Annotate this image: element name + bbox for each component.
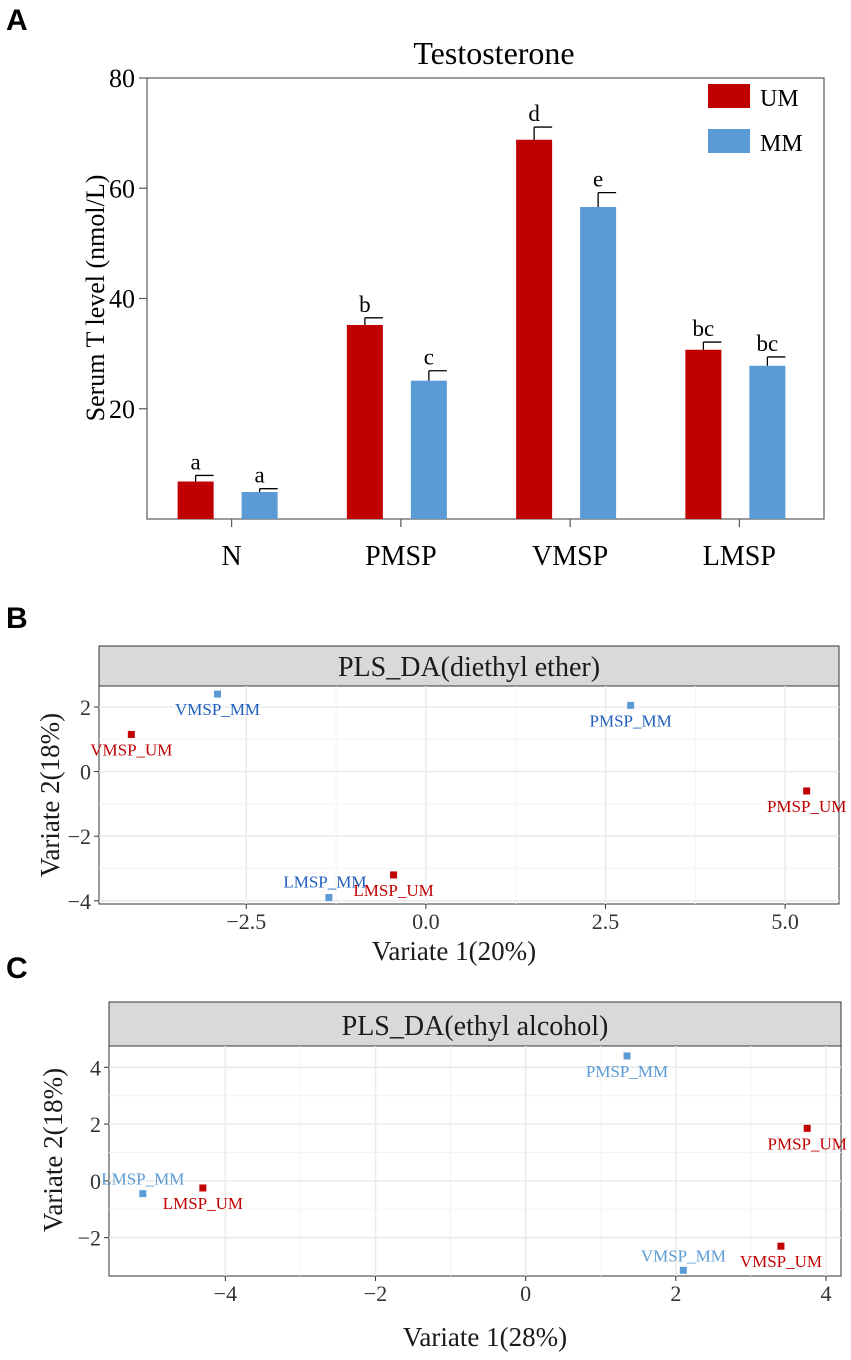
legend-label-mm: MM (760, 131, 803, 157)
point-label: LMSP_UM (163, 1194, 243, 1213)
scatter-plsda-ethyl-alcohol: PLS_DA(ethyl alcohol) −4 −2 0 2 4 −2 0 2 4 PMSP_… (38, 1001, 847, 1352)
scatter-plsda-diethyl-ether: PLS_DA(diethyl ether) −2.5 0.0 2.5 5.0 −4 −2 0… (35, 645, 846, 966)
point-label: VMSP_MM (175, 700, 260, 719)
x-tick-label: 0 (520, 1281, 531, 1306)
y-axis-label: Variate 2(18%) (35, 713, 65, 877)
panel-letter-c: C (6, 952, 28, 985)
point-label: PMSP_UM (767, 797, 846, 816)
y-tick-label: 0 (80, 760, 91, 785)
facet-title: PLS_DA(diethyl ether) (338, 652, 600, 683)
y-tick-label: 40 (109, 285, 135, 314)
significance-label: a (255, 463, 265, 488)
facet-strip (108, 1001, 842, 1047)
chart-title: Testosterone (413, 35, 574, 71)
x-axis-label: Variate 1(20%) (372, 936, 536, 966)
x-tick-label: 5.0 (771, 909, 799, 934)
y-tick-label: −4 (68, 889, 91, 914)
data-point-lmsp-um (390, 871, 398, 879)
x-tick-label: 2.5 (592, 909, 620, 934)
bar-um (516, 139, 553, 520)
significance-label: bc (693, 316, 715, 341)
data-point-vmsp-mm (679, 1266, 687, 1274)
legend-swatch-um (708, 84, 750, 108)
bar-um (346, 324, 383, 519)
facet-strip (98, 645, 840, 687)
data-point-lmsp-mm (139, 1190, 147, 1198)
y-tick-label: 4 (90, 1055, 101, 1080)
point-label: LMSP_UM (353, 881, 433, 900)
data-point-pmsp-mm (623, 1052, 631, 1060)
point-label: VMSP_UM (90, 740, 172, 759)
bar-um (685, 349, 722, 519)
x-axis-label: Variate 1(28%) (403, 1322, 567, 1352)
bar-mm (749, 365, 786, 519)
significance-label: a (191, 449, 201, 474)
x-category-label: LMSP (703, 541, 776, 572)
bar-mm (410, 380, 447, 519)
y-tick-label: 2 (80, 695, 91, 720)
y-axis-label: Variate 2(18%) (38, 1068, 68, 1232)
panel-letter-a: A (6, 4, 28, 37)
significance-label: bc (757, 331, 779, 356)
data-point-lmsp-mm (325, 894, 333, 902)
x-tick-label: −4 (214, 1281, 237, 1306)
y-tick-label: 2 (90, 1112, 101, 1137)
data-point-vmsp-um (777, 1242, 785, 1250)
significance-label: d (528, 101, 540, 126)
x-tick-label: 4 (820, 1281, 831, 1306)
x-category-label: N (222, 541, 242, 572)
legend-swatch-mm (708, 129, 750, 153)
point-label: PMSP_UM (768, 1134, 847, 1153)
x-tick-label: −2.5 (226, 909, 266, 934)
bar-mm (241, 491, 278, 519)
point-label: LMSP_MM (101, 1170, 184, 1189)
data-point-vmsp-um (127, 730, 135, 738)
significance-label: b (359, 292, 371, 317)
bar-um (177, 481, 214, 519)
point-label: PMSP_MM (586, 1062, 668, 1081)
legend: UM MM (708, 84, 803, 157)
y-tick-label: 80 (109, 64, 135, 93)
panel-letter-b: B (6, 602, 28, 635)
significance-label: c (424, 345, 434, 370)
legend-label-um: UM (760, 86, 799, 112)
x-category-label: PMSP (365, 541, 437, 572)
data-point-pmsp-mm (627, 701, 635, 709)
y-tick-label: −2 (68, 824, 91, 849)
data-point-vmsp-mm (214, 690, 222, 698)
bar-chart-testosterone: Testosterone Serum T level (nmol/L) 20 40… (81, 35, 825, 572)
x-category-label: VMSP (532, 541, 608, 572)
y-axis-label: Serum T level (nmol/L) (81, 175, 110, 422)
data-point-pmsp-um (803, 1124, 811, 1132)
plot-panel (98, 685, 840, 905)
y-tick-label: 0 (90, 1169, 101, 1194)
significance-label: e (593, 167, 603, 192)
y-tick-label: 60 (109, 174, 135, 203)
point-label: VMSP_MM (641, 1246, 726, 1265)
plot-panel (108, 1045, 842, 1277)
x-tick-label: 0.0 (412, 909, 440, 934)
bar-mm (580, 206, 617, 519)
facet-title: PLS_DA(ethyl alcohol) (342, 1011, 609, 1042)
y-tick-label: −2 (78, 1226, 101, 1251)
point-label: PMSP_MM (590, 711, 672, 730)
y-tick-label: 20 (109, 395, 135, 424)
point-label: LMSP_MM (283, 873, 366, 892)
x-tick-label: −2 (364, 1281, 387, 1306)
point-label: VMSP_UM (740, 1252, 822, 1271)
data-point-lmsp-um (199, 1184, 207, 1192)
x-tick-label: 2 (670, 1281, 681, 1306)
data-point-pmsp-um (803, 787, 811, 795)
